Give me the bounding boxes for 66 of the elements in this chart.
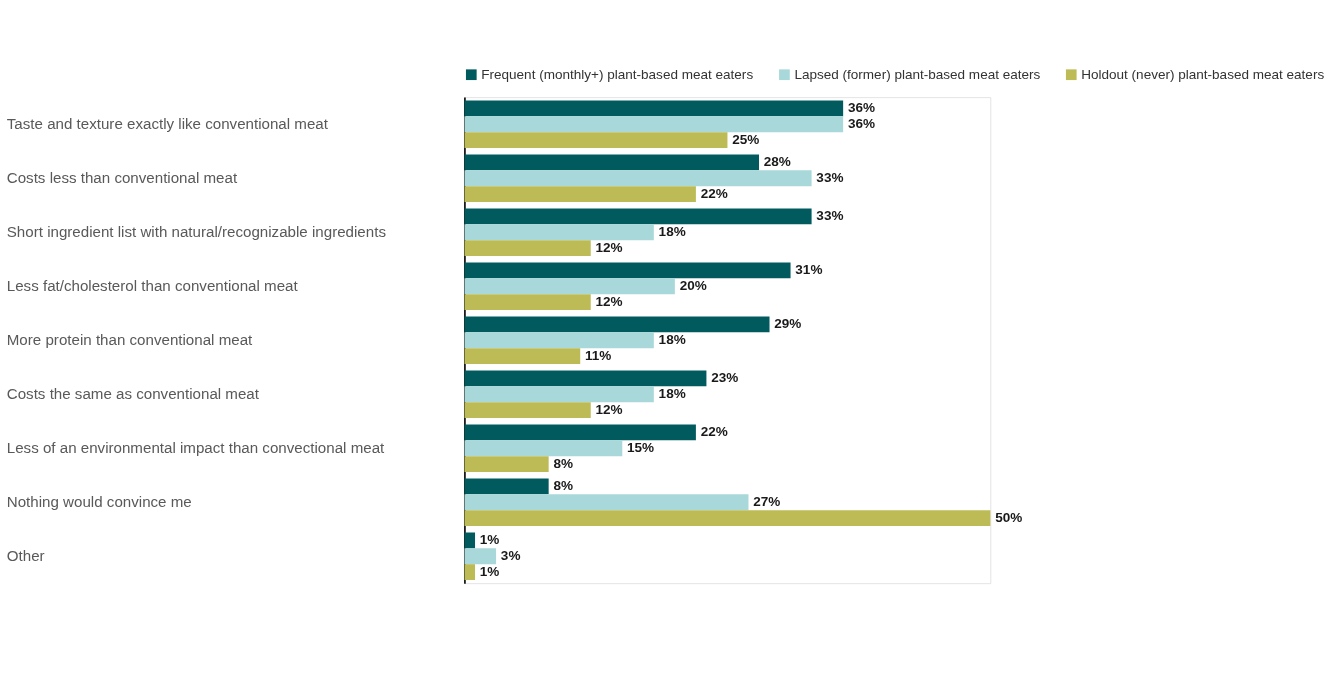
data-label: 12% [595, 402, 623, 418]
bar [464, 564, 476, 581]
data-label: 25% [732, 132, 760, 148]
data-label: 50% [995, 510, 1023, 526]
y-tick-label: Nothing would convince me [6, 493, 192, 511]
bar [464, 116, 844, 133]
bar [464, 170, 812, 187]
data-label: 15% [627, 440, 655, 456]
data-label: 8% [553, 478, 573, 494]
bar [464, 402, 591, 419]
bar [464, 510, 991, 527]
bar [464, 386, 654, 403]
data-label: 20% [679, 278, 707, 294]
y-tick-label: Other [6, 547, 45, 565]
y-tick-label: Less of an environmental impact than convectional meat [6, 439, 386, 457]
data-label: 12% [595, 240, 623, 256]
data-label: 8% [553, 456, 573, 472]
bar [464, 370, 707, 387]
legend-label: Frequent (monthly+) plant-based meat eaters [481, 66, 754, 82]
data-label: 23% [711, 370, 739, 386]
bar [464, 532, 476, 549]
y-tick-label: More protein than conventional meat [6, 331, 254, 349]
bar [464, 132, 728, 148]
data-label: 33% [816, 208, 844, 224]
y-tick-label: Short ingredient list with natural/recognizable ingredients [6, 223, 387, 241]
data-label: 11% [584, 348, 612, 364]
bar [464, 440, 623, 457]
data-label: 31% [795, 262, 823, 278]
data-label: 18% [658, 332, 686, 348]
bar [464, 186, 696, 202]
bar [464, 316, 770, 333]
data-label: 18% [658, 224, 686, 240]
bar [464, 262, 791, 279]
legend-label: Holdout (never) plant-based meat eaters [1081, 66, 1325, 82]
data-label: 36% [847, 100, 876, 116]
bar [464, 154, 760, 171]
bar [464, 224, 654, 241]
data-label: 1% [479, 532, 500, 548]
data-label: 36% [847, 116, 876, 132]
data-label: 12% [595, 294, 623, 310]
bar [464, 208, 812, 225]
data-label: 28% [763, 154, 791, 170]
bar [464, 332, 654, 349]
bar [464, 478, 549, 495]
bar [464, 348, 581, 364]
y-tick-label: Taste and texture exactly like conventional meat [6, 115, 329, 133]
bar [464, 100, 844, 117]
bar [464, 294, 591, 310]
legend-label: Lapsed (former) plant-based meat eaters [794, 66, 1041, 82]
data-label: 1% [479, 564, 500, 580]
data-label: 22% [700, 424, 728, 440]
y-tick-label: Less fat/cholesterol than conventional meat [6, 277, 299, 295]
bar [464, 424, 696, 441]
data-label: 33% [816, 170, 844, 186]
bar [464, 278, 675, 295]
bar [464, 494, 749, 511]
data-label: 22% [700, 186, 728, 202]
data-label: 3% [500, 548, 521, 564]
data-label: 18% [658, 386, 686, 402]
bar [464, 456, 549, 473]
data-label: 29% [774, 316, 802, 332]
data-label: 27% [753, 494, 781, 510]
y-tick-label: Costs less than conventional meat [6, 169, 238, 187]
bar [464, 240, 591, 256]
bar [464, 548, 497, 565]
y-tick-label: Costs the same as conventional meat [6, 385, 260, 403]
